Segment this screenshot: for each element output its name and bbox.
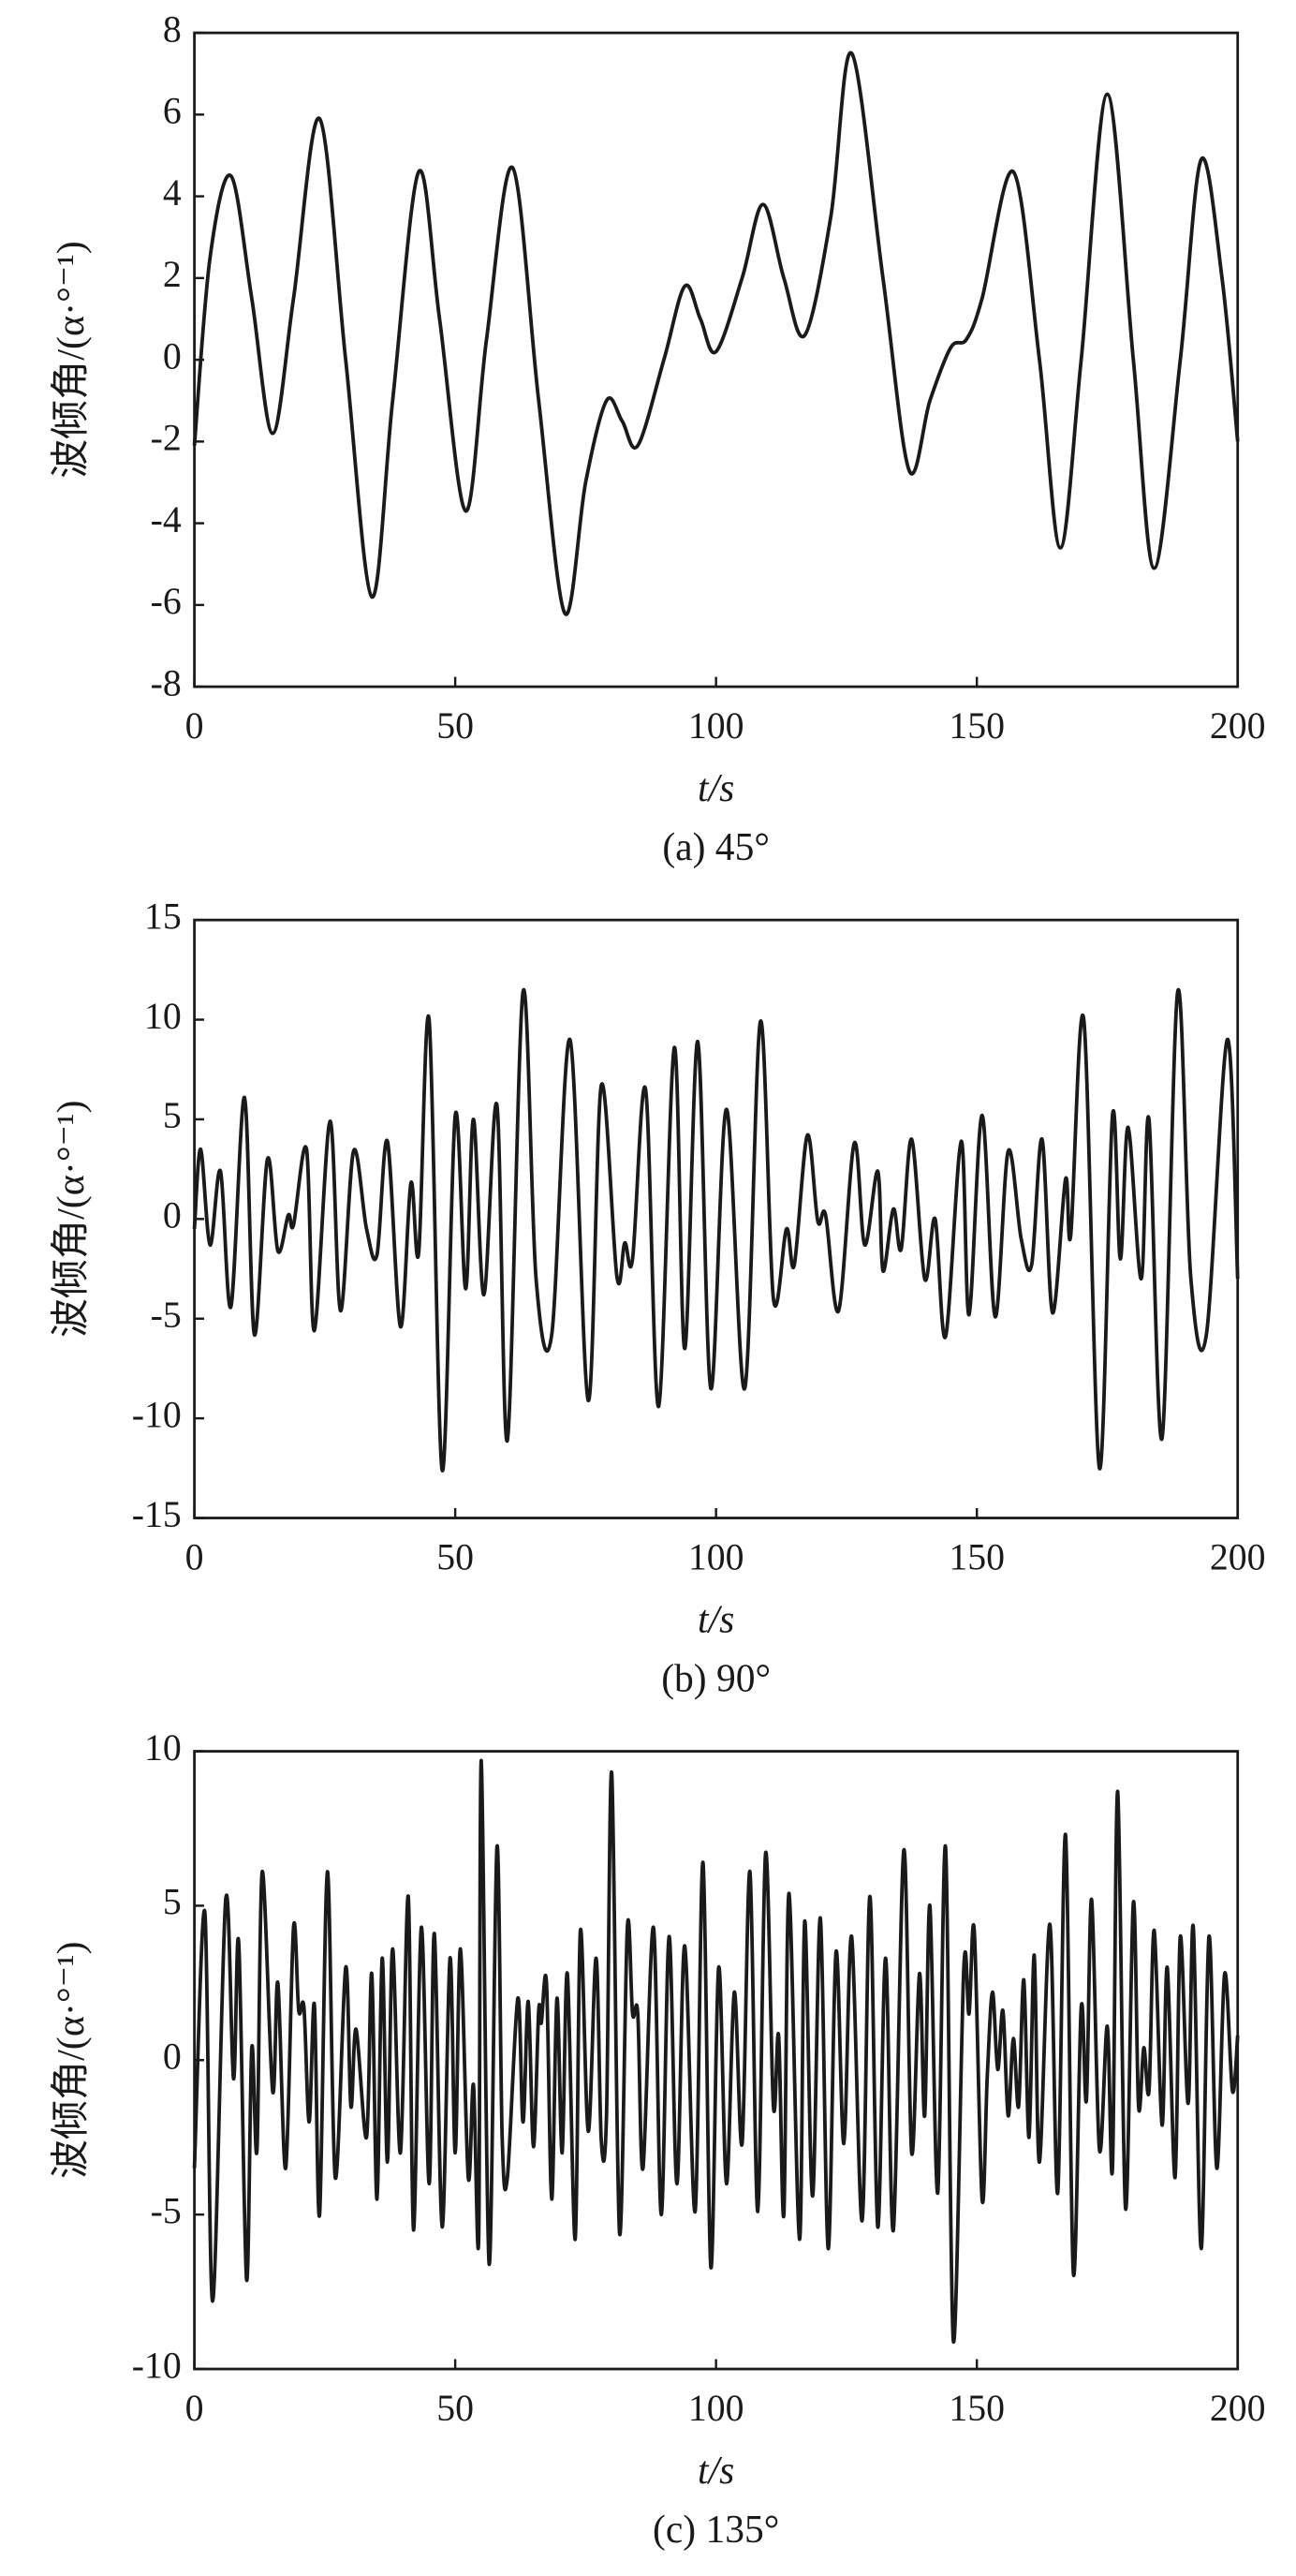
x-tick-label: 50 bbox=[436, 704, 474, 747]
x-tick-label: 200 bbox=[1210, 2387, 1266, 2429]
y-tick-label: -5 bbox=[151, 1294, 182, 1336]
y-axis-label: 波倾角/(α·°⁻¹) bbox=[50, 241, 93, 479]
y-tick-label: 5 bbox=[163, 1880, 182, 1922]
y-tick-label: -4 bbox=[151, 498, 182, 540]
y-tick-label: -5 bbox=[151, 2189, 182, 2231]
panel-caption: (b) 90° bbox=[661, 1657, 771, 1700]
x-tick-label: 0 bbox=[185, 2387, 204, 2429]
y-tick-label: 0 bbox=[163, 2035, 182, 2077]
y-tick-label: 10 bbox=[144, 995, 182, 1037]
y-tick-label: 0 bbox=[163, 1193, 182, 1236]
x-tick-label: 150 bbox=[949, 1535, 1005, 1577]
y-tick-label: -6 bbox=[151, 580, 182, 622]
x-tick-label: 100 bbox=[688, 2387, 744, 2429]
x-tick-label: 100 bbox=[688, 1535, 744, 1577]
y-tick-label: 6 bbox=[163, 89, 182, 131]
x-tick-label: 200 bbox=[1210, 704, 1266, 747]
y-tick-label: 15 bbox=[144, 895, 182, 937]
y-tick-label: 8 bbox=[163, 7, 182, 50]
x-tick-label: 50 bbox=[436, 1535, 474, 1577]
data-line bbox=[192, 51, 1240, 616]
x-tick-label: 0 bbox=[185, 704, 204, 747]
y-tick-label: -10 bbox=[132, 1393, 182, 1435]
y-tick-label: -8 bbox=[151, 661, 182, 703]
x-tick-label: 200 bbox=[1210, 1535, 1266, 1577]
x-axis-label: t/s bbox=[698, 2450, 734, 2493]
panel-caption: (c) 135° bbox=[653, 2509, 779, 2552]
y-tick-label: 2 bbox=[163, 253, 182, 295]
x-tick-label: 150 bbox=[949, 704, 1005, 747]
data-line bbox=[192, 987, 1240, 1473]
y-tick-label: -2 bbox=[151, 416, 182, 458]
x-tick-label: 50 bbox=[436, 2387, 474, 2429]
data-line bbox=[192, 1758, 1240, 2344]
x-tick-label: 0 bbox=[185, 1535, 204, 1577]
y-tick-label: -10 bbox=[132, 2344, 182, 2386]
x-axis-label: t/s bbox=[698, 767, 734, 810]
y-tick-label: 0 bbox=[163, 334, 182, 377]
y-tick-label: -15 bbox=[132, 1493, 182, 1535]
x-axis-label: t/s bbox=[698, 1598, 734, 1641]
plot-frame bbox=[193, 918, 1240, 1519]
y-tick-label: 4 bbox=[163, 171, 182, 214]
y-tick-label: 10 bbox=[144, 1726, 182, 1769]
y-axis-label: 波倾角/(α·°⁻¹) bbox=[50, 1100, 93, 1338]
x-tick-label: 100 bbox=[688, 704, 744, 747]
panel-caption: (a) 45° bbox=[662, 826, 770, 869]
y-axis-label: 波倾角/(α·°⁻¹) bbox=[50, 1941, 93, 2179]
x-tick-label: 150 bbox=[949, 2387, 1005, 2429]
y-tick-label: 5 bbox=[163, 1094, 182, 1136]
